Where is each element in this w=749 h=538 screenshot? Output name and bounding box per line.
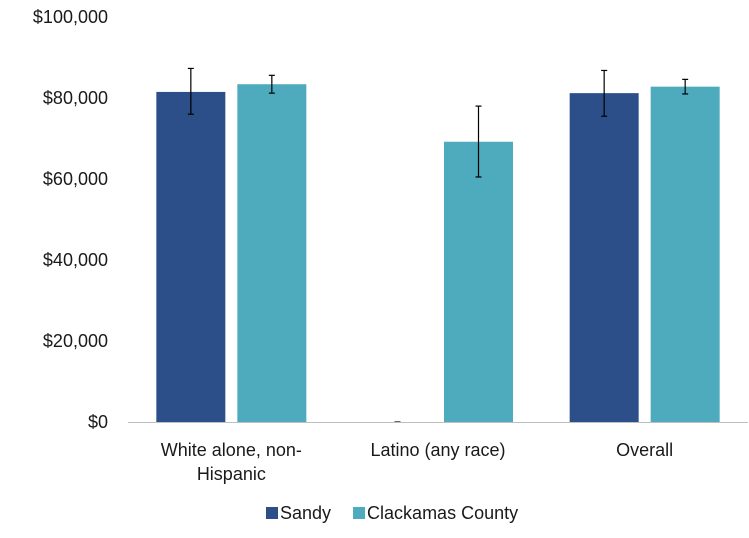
- bar: [237, 84, 307, 422]
- bar: [156, 91, 226, 423]
- y-tick-label: $20,000: [43, 331, 108, 351]
- bar: [650, 86, 720, 422]
- bars-group: [156, 84, 720, 423]
- x-category-label-line: White alone, non-: [161, 440, 302, 460]
- y-tick-label: $60,000: [43, 169, 108, 189]
- y-axis: $0 $20,000 $40,000 $60,000 $80,000 $100,000: [33, 7, 108, 432]
- x-axis-labels: White alone, non- Hispanic Latino (any rac…: [161, 440, 673, 484]
- y-tick-label: $0: [88, 412, 108, 432]
- error-bars-group: [187, 67, 689, 423]
- legend-swatch: [266, 507, 278, 519]
- y-tick-label: $40,000: [43, 250, 108, 270]
- x-category-label: Latino (any race): [370, 440, 505, 460]
- x-category-label: White alone, non- Hispanic: [161, 440, 302, 484]
- x-category-label: Overall: [616, 440, 673, 460]
- y-tick-label: $80,000: [43, 88, 108, 108]
- x-category-label-line: Hispanic: [197, 464, 266, 484]
- legend-swatch: [353, 507, 366, 519]
- legend-label: Sandy: [280, 503, 331, 523]
- bar: [444, 141, 513, 423]
- legend-label: Clackamas County: [367, 503, 518, 523]
- bar: [569, 93, 639, 422]
- x-category-label-line: Overall: [616, 440, 673, 460]
- y-tick-label: $100,000: [33, 7, 108, 27]
- legend: Sandy Clackamas County: [266, 503, 518, 523]
- x-category-label-line: Latino (any race): [370, 440, 505, 460]
